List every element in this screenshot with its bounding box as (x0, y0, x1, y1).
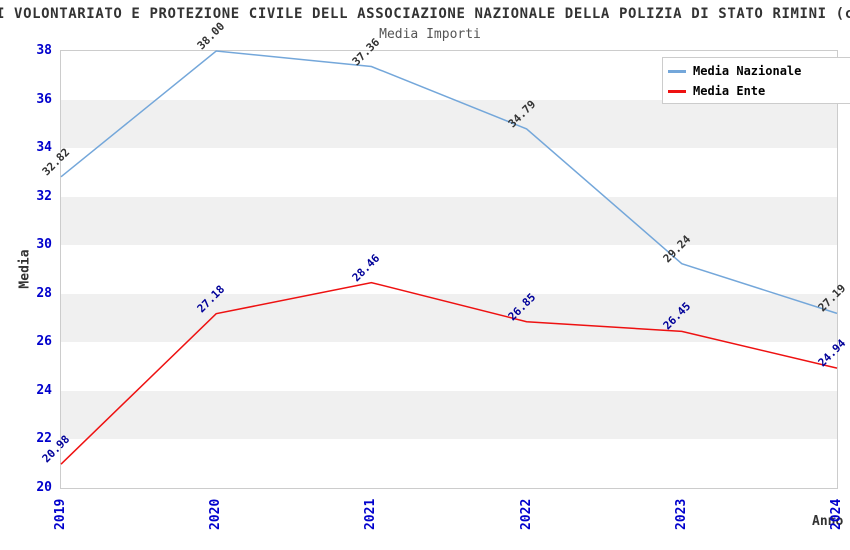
y-tick-label: 30 (36, 237, 52, 253)
series-line-media-ente (60, 281, 838, 465)
legend-swatch-icon (668, 89, 686, 93)
chart-title: I VOLONTARIATO E PROTEZIONE CIVILE DELL … (0, 6, 850, 22)
y-tick-label: 28 (36, 285, 52, 301)
y-tick-label: 26 (36, 334, 52, 350)
plot-band (61, 99, 837, 149)
plot-band (61, 196, 837, 246)
y-tick-label: 32 (36, 188, 52, 204)
legend-label: Media Nazionale (693, 64, 802, 78)
x-axis-title: Anno (812, 514, 844, 529)
x-tick-label: 2020 (208, 498, 224, 530)
y-tick-label: 22 (36, 431, 52, 447)
legend: Media Nazionale Media Ente (662, 57, 850, 104)
plot-area (60, 50, 838, 489)
y-axis-title: Media (17, 249, 33, 289)
x-tick-label: 2019 (53, 498, 68, 530)
y-tick-label: 36 (36, 91, 52, 107)
x-tick-label: 2023 (673, 498, 689, 530)
x-tick-label: 2022 (518, 498, 534, 530)
x-tick-label: 2021 (363, 498, 379, 530)
x-tick-label: 2024 (829, 498, 844, 530)
y-tick-label: 24 (36, 382, 52, 398)
y-tick-label: 38 (36, 43, 52, 58)
series-line-media-nazionale (60, 50, 838, 315)
y-tick-label: 34 (36, 140, 52, 156)
legend-swatch-icon (668, 69, 686, 73)
plot-band (61, 390, 837, 440)
legend-item: Media Nazionale (668, 61, 850, 81)
legend-label: Media Ente (693, 84, 766, 98)
chart-subtitle: Media Importi (379, 27, 481, 42)
y-tick-label: 20 (36, 480, 52, 495)
legend-item: Media Ente (668, 81, 850, 101)
